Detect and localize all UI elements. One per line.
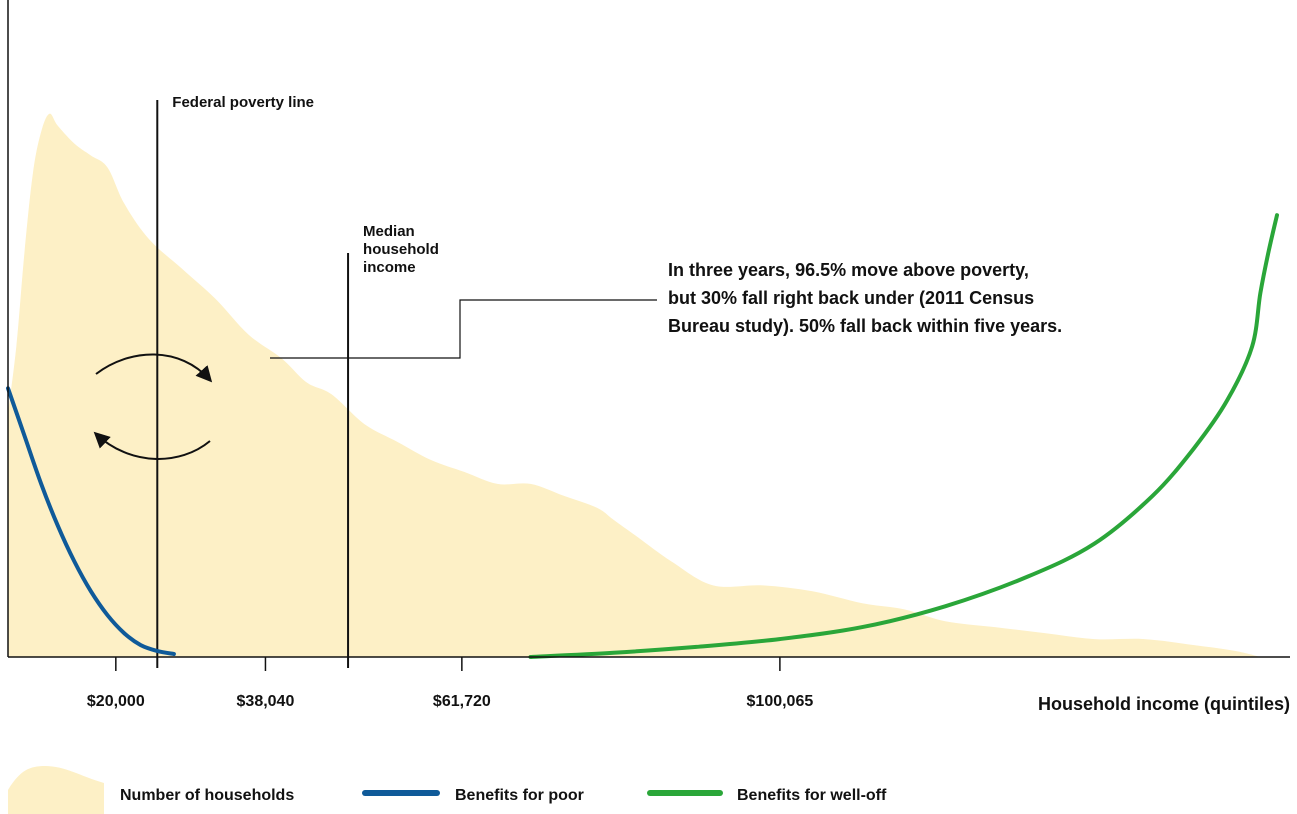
arrow-down-icon <box>93 431 211 460</box>
households-area-layer <box>8 113 1261 657</box>
x-axis-label: Household income (quintiles) <box>1038 694 1290 714</box>
benefit-lines-layer <box>6 213 1279 659</box>
x-tick-label: $38,040 <box>237 693 295 710</box>
annotation-text: Bureau study). 50% fall back within five… <box>668 316 1062 336</box>
annotation-text: but 30% fall right back under (2011 Cens… <box>668 288 1034 308</box>
reference-lines-layer: Federal poverty line Medianhouseholdincom… <box>156 94 439 668</box>
poverty-line-label: Federal poverty line <box>172 94 314 111</box>
axes-layer: $20,000 $38,040 $61,720 $100,065 Household i… <box>7 0 1290 714</box>
median-income-label: Median <box>363 223 415 240</box>
legend-label: Benefits for well-off <box>737 787 887 804</box>
arrow-up-icon <box>95 353 213 383</box>
annotation-layer: In three years, 96.5% move above poverty… <box>93 260 1062 460</box>
median-income-label: household <box>363 241 439 258</box>
median-income-label: income <box>363 259 416 276</box>
number-of-households-area <box>8 113 1261 657</box>
benefits-for-poor-line <box>6 386 176 656</box>
benefits-for-well-off-line <box>528 213 1279 659</box>
x-tick-label: $20,000 <box>87 693 145 710</box>
x-tick-label: $61,720 <box>433 693 491 710</box>
legend-swatch-area <box>8 766 104 814</box>
x-tick-label: $100,065 <box>747 693 814 710</box>
legend-label: Number of households <box>120 787 294 804</box>
legend-label: Benefits for poor <box>455 787 584 804</box>
legend: Number of households Benefits for poor Ben… <box>8 766 887 814</box>
annotation-text: In three years, 96.5% move above poverty… <box>668 260 1029 280</box>
annotation-leader <box>270 299 657 359</box>
